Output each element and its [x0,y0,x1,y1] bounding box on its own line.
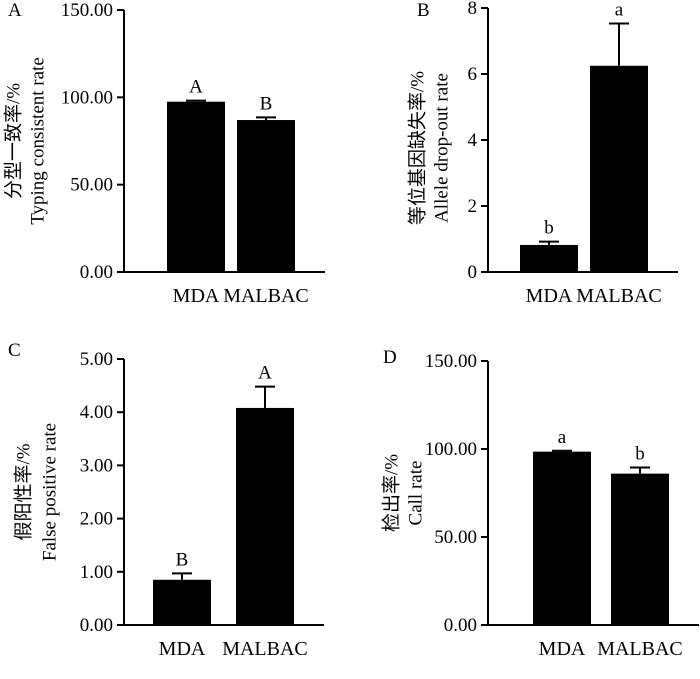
y-axis-label-cn: 假阳性率/% [13,443,35,540]
bar-malbac [237,120,295,272]
panel-d: D 0.00 50.00 100.00 150.00 a MDA b MALBAC 检出率/% Ca… [381,347,699,660]
significance-label: B [176,549,189,570]
y-tick-label: 0.00 [80,615,113,636]
significance-label: b [635,443,645,464]
y-axis-label: Allele drop-out rate [432,73,453,223]
y-tick-label: 1.00 [80,562,113,583]
significance-label: a [615,0,624,21]
bar-malbac [590,65,648,272]
y-tick-label: 4.00 [80,402,113,423]
category-label: MDA [173,285,220,307]
y-axis-label-cn: 分型一致率/% [3,83,25,199]
y-tick-label: 6 [468,64,478,85]
panel-letter: D [383,347,397,368]
y-tick-label: 50.00 [70,175,113,196]
category-label: MDA [539,638,586,660]
significance-label: A [258,363,272,384]
y-axis-label: Typing consistent rate [28,57,49,225]
bar-mda [153,579,211,625]
category-label: MALBAC [222,638,308,660]
bar-malbac [611,473,669,625]
bar-mda [520,244,578,272]
bar-mda [167,101,225,272]
y-tick-label: 0.00 [444,615,477,636]
y-tick-label: 100.00 [61,87,113,108]
panel-b: B 0 2 4 6 8 b MDA a MALBAC 等位基因缺失率/% Allele drop-ou… [407,0,678,307]
y-tick-label: 150.00 [425,351,477,372]
y-tick-label: 4 [468,130,478,151]
y-tick-label: 2 [468,196,478,217]
panel-letter: A [8,0,22,21]
y-tick-label: 100.00 [425,439,477,460]
y-tick-label: 3.00 [80,455,113,476]
y-axis-label: False positive rate [40,423,61,561]
y-tick-label: 50.00 [434,527,477,548]
y-axis-label-cn: 等位基因缺失率/% [407,71,429,225]
significance-label: B [260,93,273,114]
y-tick-label: 0.00 [80,262,113,283]
y-tick-label: 2.00 [80,509,113,530]
panel-c: C 0.00 1.00 2.00 3.00 4.00 5.00 B MDA A MALBAC 假阳性率… [8,340,324,660]
panel-letter: C [8,340,21,361]
y-tick-label: 0 [468,262,478,283]
category-label: MDA [526,285,573,307]
category-label: MDA [159,638,206,660]
y-tick-label: 5.00 [80,349,113,370]
category-label: MALBAC [597,638,683,660]
significance-label: A [189,77,203,98]
y-axis-label-cn: 检出率/% [381,454,403,532]
y-tick-label: 8 [468,0,478,19]
y-tick-label: 150.00 [61,0,113,21]
category-label: MALBAC [576,285,662,307]
bar-mda [533,451,591,625]
category-label: MALBAC [223,285,309,307]
panel-letter: B [417,0,430,21]
y-axis-label: Call rate [406,461,427,526]
significance-label: b [544,218,554,239]
bar-malbac [236,407,294,625]
significance-label: a [558,427,567,448]
panel-a: A 0.00 50.00 100.00 150.00 A MDA B MALBAC 分型一致率/%… [3,0,325,307]
